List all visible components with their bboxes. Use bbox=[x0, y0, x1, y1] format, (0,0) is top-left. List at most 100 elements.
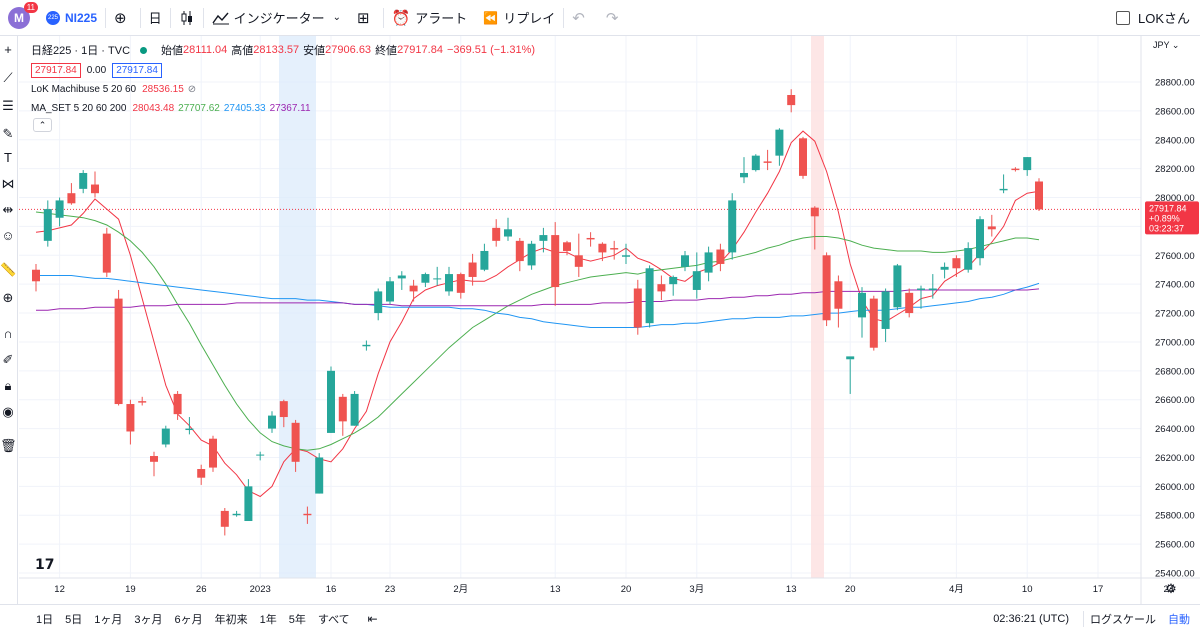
chart-pane[interactable]: JPY ⌄ 28800.00 28600.00 28400.00 28200.00 280… bbox=[19, 36, 1200, 604]
ruler-icon[interactable]: 📏 bbox=[0, 262, 17, 277]
candle-down[interactable] bbox=[279, 401, 288, 418]
candle-up[interactable] bbox=[397, 275, 406, 279]
trash-icon[interactable]: 🗑︎ bbox=[0, 438, 17, 453]
alert-button[interactable]: ⏰ アラート bbox=[384, 0, 476, 36]
user-menu-button[interactable]: M 11 bbox=[0, 0, 38, 36]
currency-label[interactable]: JPY ⌄ bbox=[1153, 40, 1179, 50]
candle-down[interactable] bbox=[563, 242, 571, 251]
redo-button[interactable]: ↷ bbox=[598, 0, 632, 36]
candle-down[interactable] bbox=[716, 249, 725, 264]
candle-up[interactable] bbox=[433, 278, 442, 280]
candle-down[interactable] bbox=[409, 285, 418, 292]
price-axis[interactable] bbox=[1141, 36, 1200, 604]
candle-down[interactable] bbox=[173, 393, 182, 415]
range-button[interactable]: すべて bbox=[317, 613, 350, 626]
candle-down[interactable] bbox=[67, 193, 76, 204]
candle-up[interactable] bbox=[43, 209, 52, 241]
candle-down[interactable] bbox=[126, 404, 135, 432]
candle-down[interactable] bbox=[1011, 168, 1020, 171]
candle-down[interactable] bbox=[32, 269, 40, 282]
indicator-legend-2[interactable]: MA_SET 5 20 60 200 28043.48 27707.62 274… bbox=[31, 103, 311, 114]
price-chart[interactable]: JPY ⌄ 28800.00 28600.00 28400.00 28200.00 280… bbox=[19, 36, 1200, 604]
candle-up[interactable] bbox=[692, 271, 701, 290]
range-button[interactable]: 1年 bbox=[259, 613, 277, 626]
candle-down[interactable] bbox=[598, 243, 607, 253]
checkbox[interactable] bbox=[1115, 10, 1130, 25]
settings-gear-icon[interactable]: ⚙ bbox=[1165, 581, 1177, 596]
candle-up[interactable] bbox=[315, 457, 324, 494]
candle-down[interactable] bbox=[91, 184, 99, 194]
candle-up[interactable] bbox=[893, 265, 902, 308]
indicators-button[interactable]: インジケーター ⌄ bbox=[204, 0, 349, 36]
candle-up[interactable] bbox=[917, 288, 925, 290]
candle-up[interactable] bbox=[185, 428, 194, 431]
candle-up[interactable] bbox=[704, 252, 713, 273]
candle-up[interactable] bbox=[445, 274, 453, 292]
candle-down[interactable] bbox=[303, 513, 312, 516]
candle-down[interactable] bbox=[987, 226, 996, 230]
horizontal-lines-icon[interactable]: ☰ bbox=[2, 98, 14, 113]
candle-up[interactable] bbox=[327, 370, 335, 433]
candle-up[interactable] bbox=[386, 281, 394, 302]
candle-up[interactable] bbox=[976, 219, 984, 259]
candle-up[interactable] bbox=[881, 291, 890, 329]
candle-down[interactable] bbox=[291, 422, 300, 462]
candle-up[interactable] bbox=[504, 229, 512, 237]
candle-up[interactable] bbox=[362, 344, 371, 347]
candle-up[interactable] bbox=[775, 129, 784, 156]
crosshair-icon[interactable]: + bbox=[4, 42, 12, 57]
candle-up[interactable] bbox=[751, 155, 760, 171]
candle-up[interactable] bbox=[999, 188, 1008, 191]
go-to-date-button[interactable]: ⇤ bbox=[362, 612, 384, 626]
candle-up[interactable] bbox=[79, 172, 88, 189]
candle-down[interactable] bbox=[338, 396, 347, 422]
candle-up[interactable] bbox=[244, 486, 253, 522]
magnet-icon[interactable]: ∩ bbox=[3, 326, 13, 341]
candle-down[interactable] bbox=[150, 456, 158, 462]
candle-up[interactable] bbox=[940, 266, 949, 270]
candle-up[interactable] bbox=[846, 356, 855, 360]
auto-scale-toggle[interactable]: 自動 bbox=[1168, 613, 1190, 626]
candle-down[interactable] bbox=[551, 235, 560, 288]
candle-down[interactable] bbox=[197, 469, 206, 478]
candle-up[interactable] bbox=[740, 172, 748, 178]
collapse-legend-button[interactable]: ⌃ bbox=[33, 118, 52, 132]
indicator-legend-1[interactable]: LoK Machibuse 5 20 60 28536.15 ⊘ bbox=[31, 84, 196, 95]
candle-up[interactable] bbox=[539, 235, 548, 241]
zoom-in-icon[interactable]: ⊕ bbox=[2, 290, 14, 305]
candle-up[interactable] bbox=[268, 415, 276, 429]
candle-up[interactable] bbox=[161, 428, 170, 445]
candle-up[interactable] bbox=[928, 288, 937, 290]
range-button[interactable]: 1日 bbox=[36, 613, 54, 626]
candle-up[interactable] bbox=[681, 255, 689, 267]
range-button[interactable]: 3ヶ月 bbox=[134, 613, 163, 626]
candle-down[interactable] bbox=[220, 510, 229, 527]
candle-up[interactable] bbox=[1023, 157, 1032, 171]
candle-up[interactable] bbox=[669, 276, 678, 285]
chart-type-button[interactable] bbox=[171, 0, 203, 36]
candle-up[interactable] bbox=[480, 250, 489, 270]
brush-icon[interactable]: ✎ bbox=[2, 126, 14, 141]
candle-down[interactable] bbox=[763, 161, 772, 163]
pattern-icon[interactable]: ⋈ bbox=[1, 176, 15, 191]
candle-up[interactable] bbox=[964, 248, 973, 270]
candle-down[interactable] bbox=[610, 248, 619, 250]
utc-clock[interactable]: 02:36:21 (UTC) bbox=[993, 612, 1069, 625]
candle-down[interactable] bbox=[138, 401, 147, 403]
candle-down[interactable] bbox=[822, 255, 831, 321]
candle-up[interactable] bbox=[256, 454, 265, 456]
text-tool-icon[interactable]: T bbox=[4, 150, 12, 165]
candle-down[interactable] bbox=[799, 138, 807, 176]
range-button[interactable]: 6ヶ月 bbox=[174, 613, 203, 626]
candle-down[interactable] bbox=[905, 292, 914, 314]
candle-down[interactable] bbox=[633, 288, 642, 328]
trend-line-icon[interactable]: ⟋ bbox=[3, 70, 13, 85]
undo-button[interactable]: ↶ bbox=[564, 0, 598, 36]
candle-up[interactable] bbox=[350, 393, 359, 426]
candle-down[interactable] bbox=[574, 255, 583, 267]
candle-up[interactable] bbox=[622, 255, 630, 257]
interval-button[interactable]: 日 bbox=[141, 0, 170, 36]
measure-icon[interactable]: ⇹ bbox=[2, 202, 14, 217]
candle-down[interactable] bbox=[869, 298, 878, 348]
candle-down[interactable] bbox=[515, 240, 524, 262]
